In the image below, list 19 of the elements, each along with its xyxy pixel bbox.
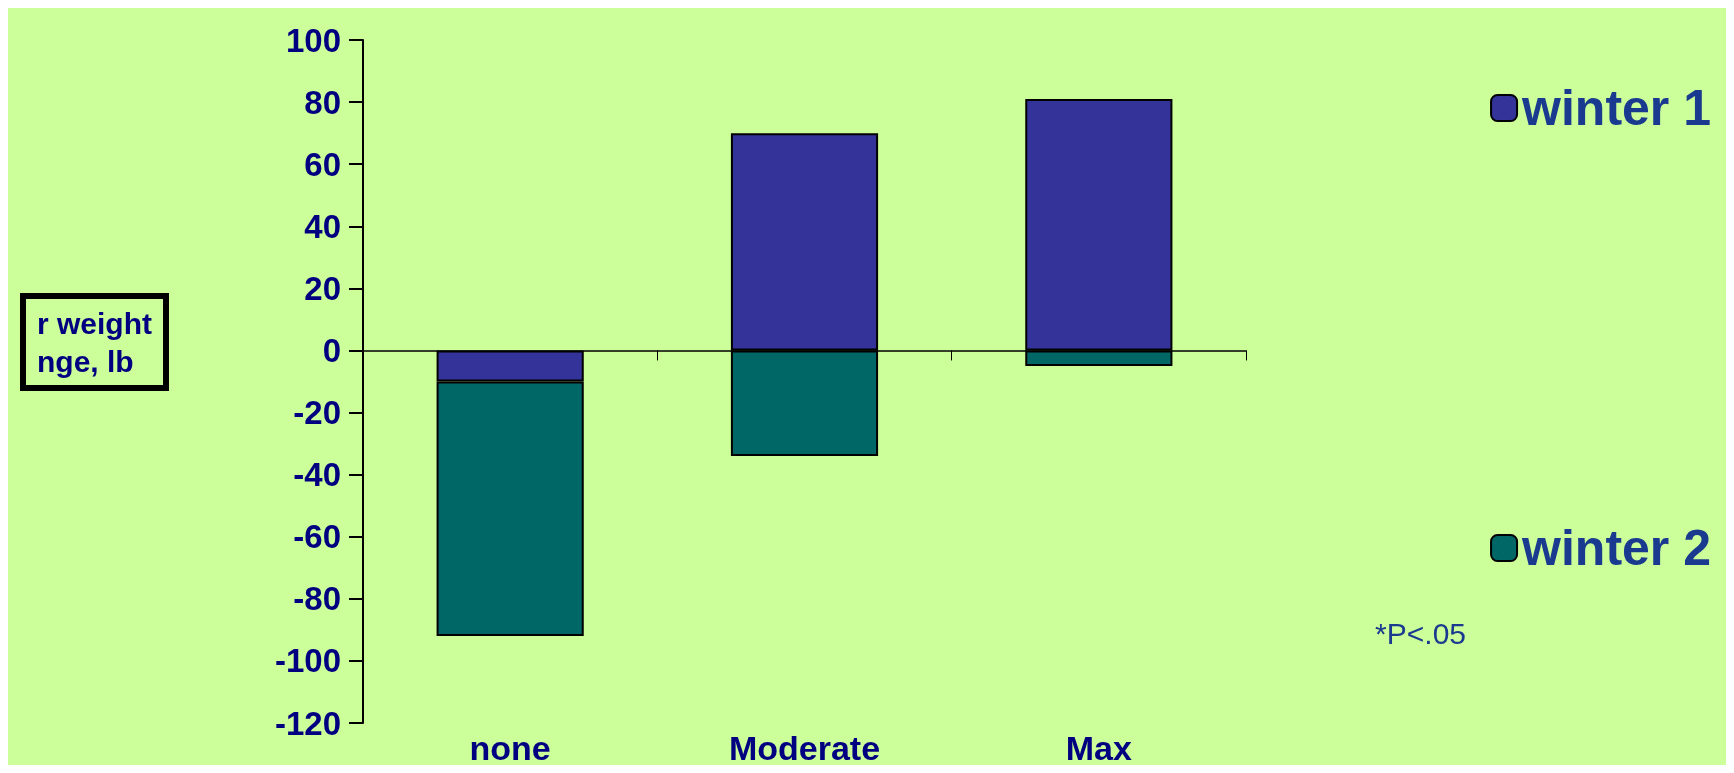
y-tick-label: 40 [304, 207, 341, 245]
y-tick-label: -120 [274, 704, 341, 742]
y-tick-label: 60 [304, 145, 341, 183]
x-tick-label: none [469, 729, 551, 767]
y-tick-label: 100 [285, 21, 341, 59]
y-tick-label: 20 [304, 269, 341, 307]
x-tick-label: Moderate [728, 729, 881, 767]
y-tick-label: -100 [274, 642, 341, 680]
y-tick-label: 80 [304, 83, 341, 121]
legend-label: winter 1 [1521, 80, 1712, 136]
y-tick-label: -80 [293, 580, 341, 618]
text: *P<.05 [1375, 616, 1467, 650]
y-tick-label: 0 [322, 331, 341, 369]
y-axis-title: r weight nge, lb [37, 306, 153, 378]
x-tick-label: Max [1065, 729, 1132, 767]
y-tick-label: -60 [293, 518, 341, 556]
legend-label: winter 2 [1521, 520, 1712, 576]
y-tick-label: -40 [293, 456, 341, 494]
y-tick-label: -20 [293, 394, 341, 432]
